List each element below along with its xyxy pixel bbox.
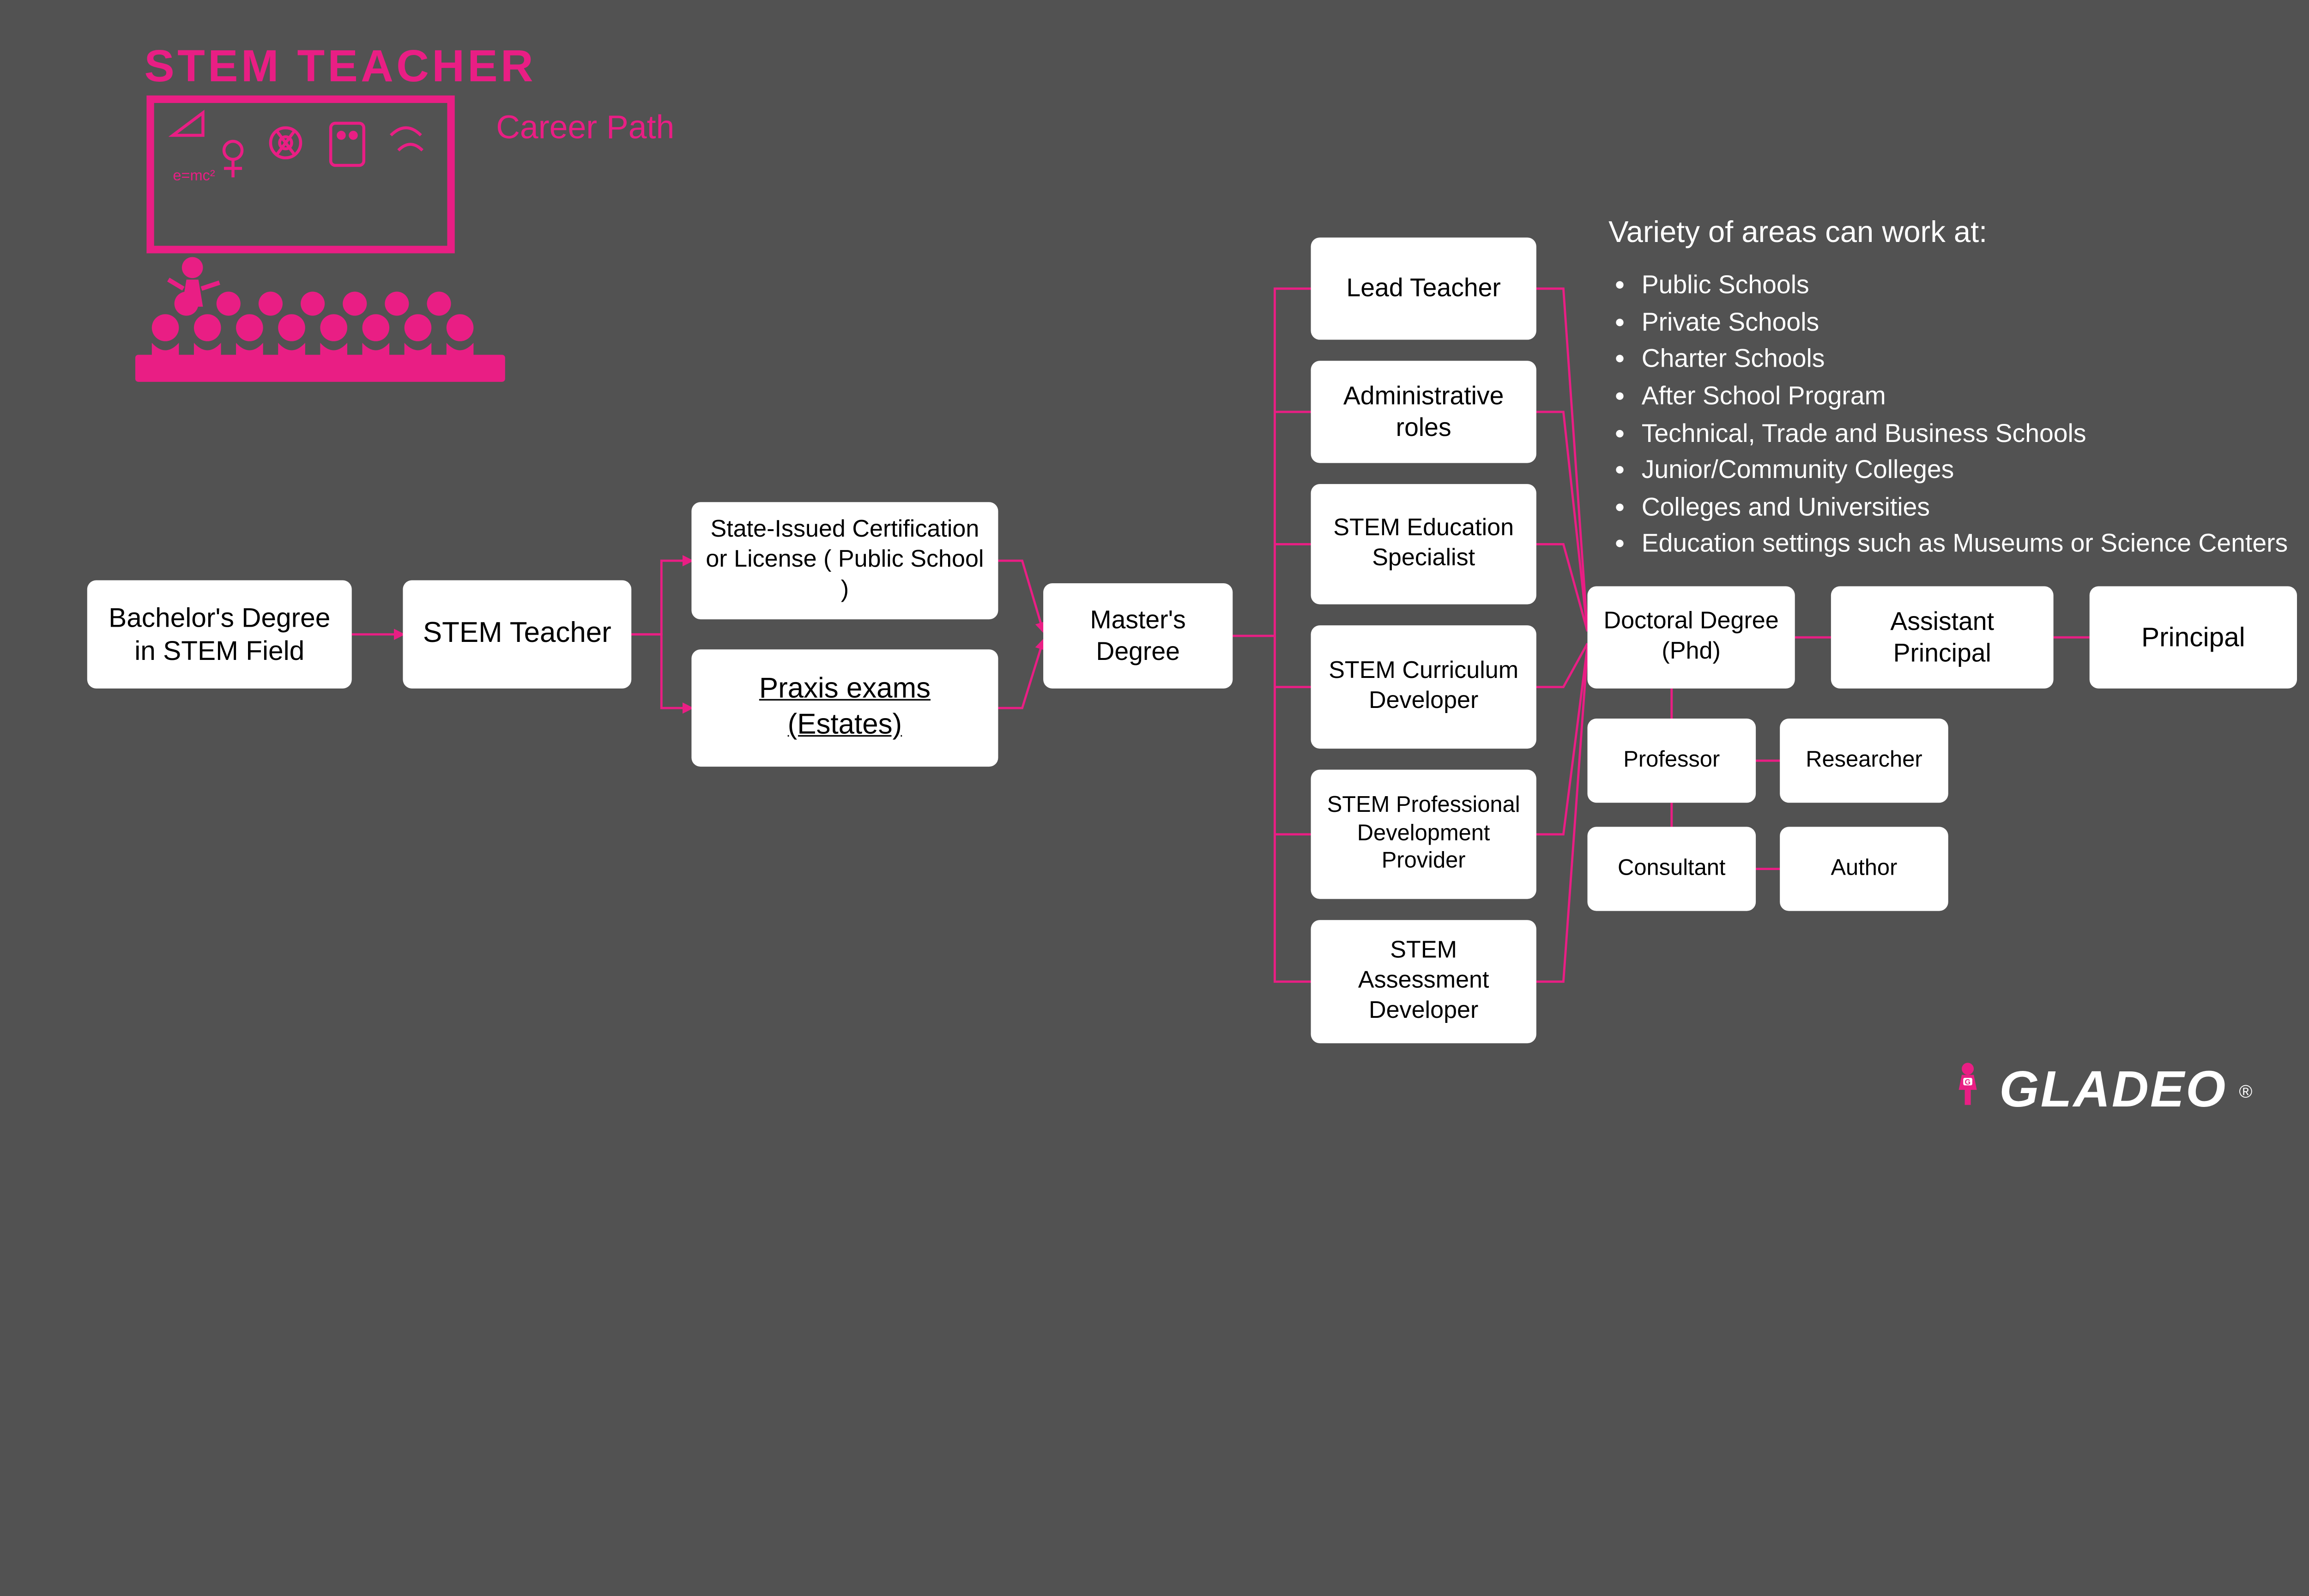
node-admin: Administrative roles [1311,361,1536,463]
node-principal: Principal [2090,586,2297,689]
svg-text:G: G [1965,1078,1971,1087]
areas-list-item: After School Program [1642,379,2288,416]
areas-list-item: Technical, Trade and Business Schools [1642,416,2288,453]
node-author: Author [1780,827,1948,911]
node-consultant: Consultant [1588,827,1756,911]
areas-list-item: Charter Schools [1642,342,2288,379]
logo-mark-icon: G [1948,1061,1988,1120]
node-asst_prin: Assistant Principal [1831,586,2054,689]
node-phd: Doctoral Degree (Phd) [1588,586,1795,689]
brand-logo: G GLADEO ® [1948,1061,2253,1120]
areas-list-item: Colleges and Universities [1642,490,2288,527]
node-edu_spec: STEM Education Specialist [1311,484,1536,604]
logo-text: GLADEO [1999,1061,2227,1120]
areas-heading: Variety of areas can work at: [1608,217,1987,251]
trademark-icon: ® [2239,1080,2252,1101]
node-researcher: Researcher [1780,719,1948,803]
areas-list-item: Public Schools [1642,267,2288,304]
areas-list-item: Junior/Community Colleges [1642,453,2288,490]
areas-list-item: Private Schools [1642,305,2288,342]
classroom-icon: e=mc² [120,90,511,391]
node-professor: Professor [1588,719,1756,803]
areas-list: Public SchoolsPrivate SchoolsCharter Sch… [1608,267,2288,564]
areas-list-item: Education settings such as Museums or Sc… [1642,527,2288,564]
node-masters: Master's Degree [1043,583,1233,689]
node-bachelor: Bachelor's Degree in STEM Field [87,580,352,689]
node-stem_teacher: STEM Teacher [403,580,631,689]
page-subtitle: Career Path [496,108,674,147]
svg-text:e=mc²: e=mc² [173,167,215,184]
node-curric: STEM Curriculum Developer [1311,625,1536,749]
page-title: STEM TEACHER [145,42,537,93]
node-praxis: Praxis exams (Estates) [691,649,998,767]
node-lead: Lead Teacher [1311,237,1536,339]
node-cert: State-Issued Certification or License ( … [691,502,998,619]
node-assess: STEM Assessment Developer [1311,920,1536,1043]
node-prof_dev: STEM Professional Development Provider [1311,770,1536,899]
